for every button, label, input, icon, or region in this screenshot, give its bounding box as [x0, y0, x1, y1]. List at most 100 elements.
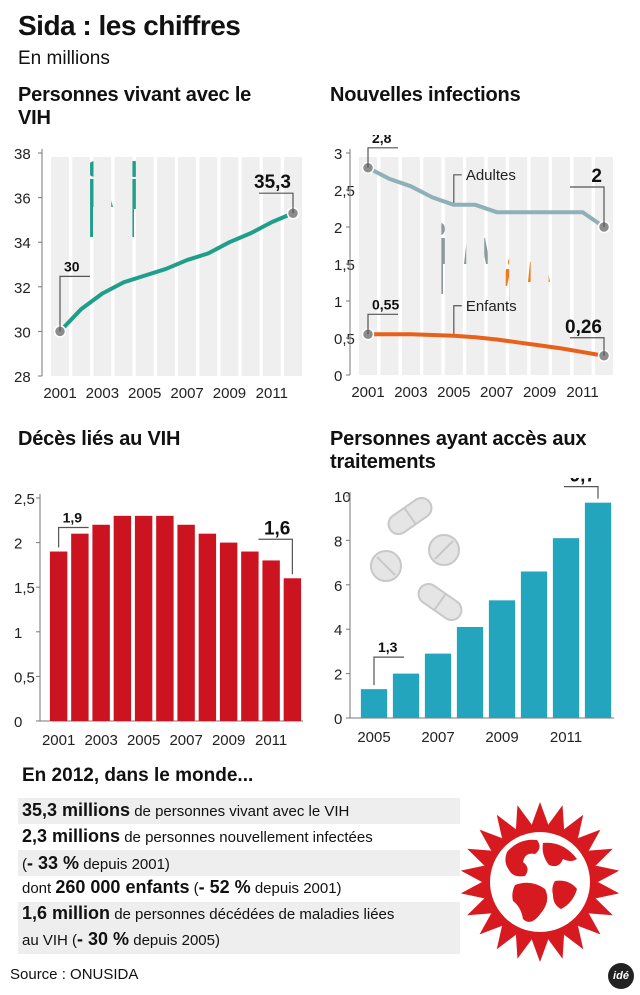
- bar: [552, 538, 580, 718]
- x-tick-label: 2001: [351, 384, 384, 401]
- data-label: 1,6: [264, 518, 290, 539]
- bar: [283, 578, 302, 721]
- data-label: 30: [64, 258, 80, 274]
- y-tick-label: 6: [334, 578, 342, 595]
- x-tick-label: 2007: [169, 732, 202, 749]
- x-tick-label: 2007: [421, 729, 454, 746]
- y-tick-label: 0,5: [14, 669, 35, 686]
- source-note: Source : ONUSIDA: [10, 966, 139, 983]
- background-bar: [552, 157, 571, 375]
- x-tick-label: 2009: [212, 732, 245, 749]
- globe-icon: [460, 802, 620, 962]
- y-tick-label: 2,5: [14, 491, 35, 508]
- background-bar: [114, 157, 133, 376]
- y-tick-label: 1,5: [14, 580, 35, 597]
- x-tick-label: 2003: [84, 732, 117, 749]
- data-label: 35,3: [254, 172, 291, 193]
- summary-line-3: (- 33 % depuis 2001): [22, 853, 170, 873]
- data-label: 2: [591, 166, 602, 187]
- summary-title: En 2012, dans le monde...: [22, 765, 254, 786]
- bar: [219, 542, 238, 721]
- background-bar: [93, 157, 112, 376]
- y-tick-label: 0: [334, 368, 342, 385]
- bar: [71, 533, 89, 721]
- x-tick-label: 2005: [437, 384, 470, 401]
- callout-leader: [58, 526, 89, 548]
- y-tick-label: 30: [14, 324, 31, 341]
- background-bar: [157, 157, 175, 376]
- chart-title-deces: Décès liés au VIH: [18, 428, 181, 450]
- series-line: [367, 166, 606, 229]
- y-tick-label: 3: [334, 146, 342, 163]
- chart-vivant: 28 30 32 34 36 38 2001 2003 2005 2007 2009 2011 30 35…: [14, 146, 302, 402]
- bar: [177, 524, 195, 721]
- data-label: 1,3: [378, 639, 398, 655]
- summary-line-2: 2,3 millions de personnes nouvellement i…: [22, 826, 373, 846]
- callout-leader: [367, 313, 398, 335]
- callout-leader: [258, 538, 293, 575]
- x-tick-label: 2011: [566, 384, 598, 401]
- callout-leader: [570, 186, 605, 227]
- chart-title-vivant: Personnes vivant avec le VIH: [18, 84, 252, 129]
- chart-deces: 0 0,5 1 1,5 2 2,5 2001 2003 2005 2007 2009 2011 1,9 1…: [14, 491, 303, 749]
- y-tick-label: 1,5: [334, 257, 355, 274]
- background-bar: [178, 157, 196, 376]
- y-tick-label: 4: [334, 622, 342, 639]
- x-tick-label: 2009: [523, 384, 556, 401]
- chart-traitements: 0 2 4 6 8 10 2005 2007 2009 2011 1,3 9,7: [334, 478, 614, 746]
- chart-infections: 0 0,5 1 1,5 2 2,5 3 2001 2003 2005 2007 2009 2011 Adu…: [334, 135, 614, 401]
- x-tick-label: 2007: [480, 384, 513, 401]
- x-tick-label: 2005: [357, 729, 390, 746]
- bar: [520, 571, 548, 718]
- background-bar: [466, 157, 485, 375]
- bar: [456, 626, 484, 718]
- summary-line-6: au VIH (- 30 % depuis 2005): [22, 929, 220, 949]
- bar: [113, 515, 132, 721]
- background-bar: [241, 157, 260, 376]
- background-bar: [358, 157, 378, 375]
- background-bar: [423, 157, 442, 375]
- series-label: Adultes: [466, 167, 516, 184]
- y-tick-label: 1: [14, 625, 22, 642]
- y-tick-label: 0,5: [334, 331, 355, 348]
- series-leader: [453, 305, 462, 334]
- y-tick-label: 32: [14, 280, 31, 297]
- y-tick-label: 2: [334, 220, 342, 237]
- summary-line-4: dont 260 000 enfants (- 52 % depuis 2001…: [22, 877, 342, 897]
- y-tick-label: 34: [14, 235, 31, 252]
- data-label: 1,9: [63, 510, 83, 526]
- series-line: [368, 332, 605, 358]
- bar: [424, 653, 452, 718]
- summary-band-2: [18, 850, 460, 876]
- background-bar: [594, 157, 614, 375]
- bar: [156, 515, 174, 721]
- summary-band-1: [18, 798, 460, 824]
- series-line: [58, 211, 294, 333]
- data-label: 9,7: [570, 478, 596, 487]
- chart-title-traitements: Personnes ayant accès aux traitements: [330, 428, 587, 473]
- callout-leader: [367, 147, 398, 168]
- page-title: Sida : les chiffres: [18, 10, 241, 41]
- x-tick-label: 2003: [394, 384, 427, 401]
- page-subtitle: En millions: [18, 48, 110, 69]
- bar: [262, 560, 280, 721]
- data-label: 2,8: [372, 135, 392, 146]
- background-bar: [262, 157, 281, 376]
- x-tick-label: 2001: [42, 732, 75, 749]
- x-tick-label: 2011: [255, 732, 287, 749]
- x-tick-label: 2001: [43, 385, 76, 402]
- callout-leader: [373, 656, 404, 686]
- callout-leader: [259, 192, 294, 214]
- data-label: 0,55: [372, 296, 399, 312]
- summary-band-3: [18, 902, 460, 954]
- x-tick-label: 2007: [170, 385, 203, 402]
- y-tick-label: 2,5: [334, 183, 355, 200]
- bar: [92, 524, 110, 721]
- background-bar: [380, 157, 399, 375]
- bar: [360, 689, 388, 718]
- y-tick-label: 8: [334, 533, 342, 550]
- x-tick-label: 2005: [127, 732, 160, 749]
- y-tick-label: 2: [14, 536, 22, 553]
- bar: [134, 515, 153, 721]
- series-label: Enfants: [466, 298, 517, 315]
